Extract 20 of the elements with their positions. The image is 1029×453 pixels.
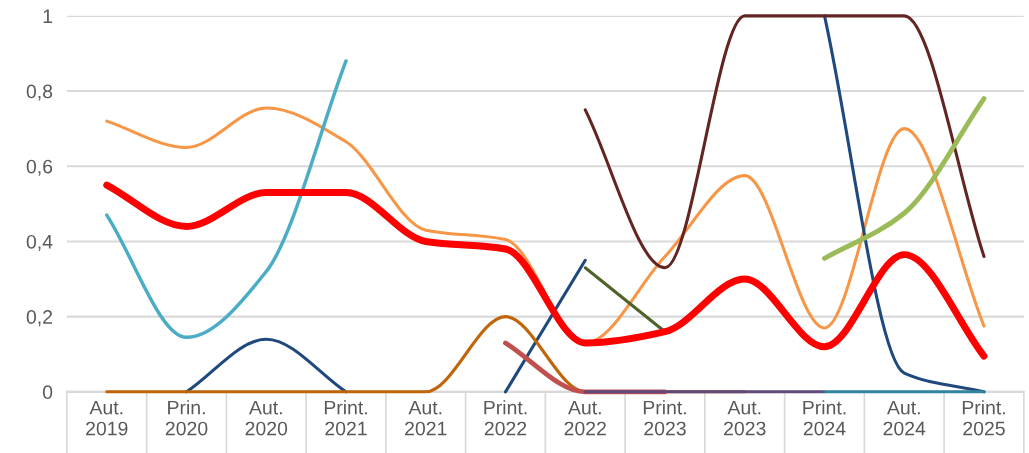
x-tick-label: Aut. 2024 [883,400,926,436]
x-tick-label: Aut. 2020 [245,400,288,436]
x-tick-label: Print. 2021 [324,400,367,436]
x-tick-label: Print. 2025 [962,400,1005,436]
y-tick-label: 0 [42,385,53,400]
line-series [583,14,986,270]
line-series [105,59,348,340]
x-tick-label: Aut. 2019 [86,400,128,436]
x-tick-label: Prin. 2020 [165,400,208,436]
x-tick-label: Print. 2022 [484,400,527,436]
y-tick-label: 1 [43,9,53,23]
y-tick-label: 0,6 [26,159,53,176]
x-tick-label: Print. 2024 [803,400,846,436]
x-tick-label: Aut. 2023 [724,400,766,436]
y-tick-label: 0,8 [26,84,53,101]
x-tick-label: Aut. 2021 [405,400,447,436]
x-tick-label: Aut. 2022 [564,400,606,436]
y-tick-label: 0,4 [26,234,53,251]
x-tick-label: Print. 2023 [643,400,686,436]
y-tick-label: 0,2 [26,310,53,327]
